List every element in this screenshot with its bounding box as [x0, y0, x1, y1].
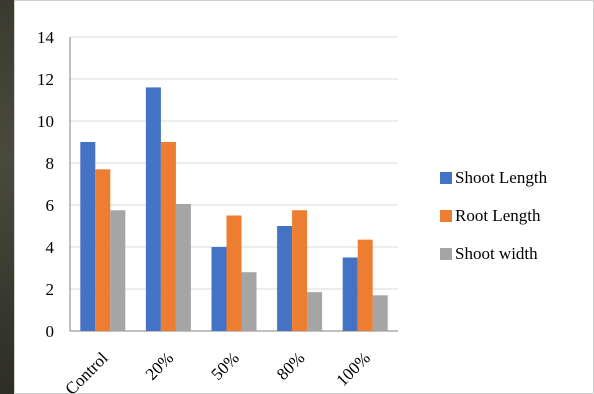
bar-root-length [161, 142, 176, 331]
bar-root-length [358, 240, 373, 331]
legend-item-shoot-width: Shoot width [440, 242, 547, 266]
y-tick-label: 0 [46, 322, 55, 341]
y-tick-label: 6 [46, 196, 55, 215]
bar-shoot-width [242, 272, 257, 331]
bar-shoot-length [212, 247, 227, 331]
x-category-label: 100% [333, 348, 374, 389]
y-tick-label: 2 [46, 280, 55, 299]
x-category-label: 20% [142, 348, 177, 383]
y-tick-label: 12 [37, 70, 54, 89]
legend-label-shoot-width: Shoot width [455, 244, 538, 264]
bar-root-length [292, 210, 307, 331]
y-tick-label: 4 [46, 238, 55, 257]
y-tick-label: 10 [37, 112, 54, 131]
chart-legend: Shoot Length Root Length Shoot width [440, 166, 547, 280]
legend-label-root-length: Root Length [455, 206, 540, 226]
legend-swatch-shoot-length [440, 172, 452, 184]
y-tick-label: 14 [37, 28, 55, 47]
legend-label-shoot-length: Shoot Length [455, 168, 547, 188]
legend-item-root-length: Root Length [440, 204, 547, 228]
legend-item-shoot-length: Shoot Length [440, 166, 547, 190]
bar-shoot-width [176, 204, 191, 331]
bar-shoot-length [146, 87, 161, 331]
x-category-label: 80% [273, 348, 308, 383]
legend-swatch-root-length [440, 210, 452, 222]
bar-shoot-width [110, 210, 125, 331]
bar-shoot-length [80, 142, 95, 331]
bar-root-length [227, 216, 242, 332]
bar-shoot-width [307, 292, 322, 331]
bar-shoot-width [373, 295, 388, 331]
x-category-label: 50% [207, 348, 242, 383]
x-category-label: Control [61, 348, 111, 394]
bar-shoot-length [343, 258, 358, 332]
bar-shoot-length [277, 226, 292, 331]
y-tick-label: 8 [46, 154, 55, 173]
legend-swatch-shoot-width [440, 248, 452, 260]
bar-root-length [95, 169, 110, 331]
